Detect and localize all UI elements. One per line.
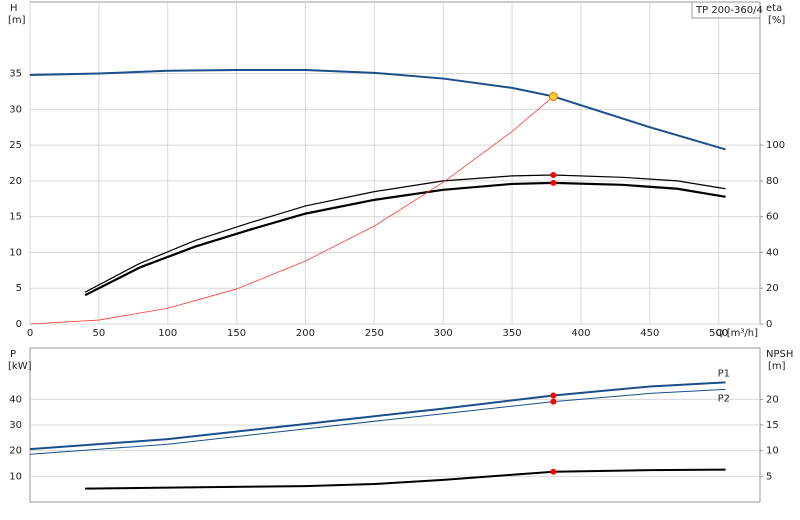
curve bbox=[29, 68, 726, 151]
x-tick-label: 300 bbox=[434, 328, 453, 339]
operating-point bbox=[550, 468, 557, 475]
y-axis-label: P bbox=[10, 349, 16, 360]
chart-title: TP 200-360/4 bbox=[695, 5, 763, 16]
y2-tick-label: 15 bbox=[766, 420, 779, 431]
curve bbox=[29, 381, 726, 451]
curve bbox=[84, 174, 726, 293]
y-tick-label: 10 bbox=[9, 247, 22, 258]
series-label: P2 bbox=[718, 393, 730, 404]
operating-point bbox=[550, 398, 557, 405]
x-tick-label: 100 bbox=[158, 328, 177, 339]
y-axis-unit: [kW] bbox=[8, 361, 32, 372]
x-tick-label: 500 bbox=[709, 328, 728, 339]
x-tick-label: 200 bbox=[296, 328, 315, 339]
y2-tick-label: 20 bbox=[766, 283, 779, 294]
y-axis-label: H bbox=[10, 3, 18, 14]
x-tick-label: 150 bbox=[227, 328, 246, 339]
y2-tick-label: 0 bbox=[766, 319, 772, 330]
operating-point bbox=[550, 171, 557, 178]
operating-point bbox=[548, 91, 558, 101]
y2-tick-label: 10 bbox=[766, 446, 779, 457]
y2-tick-label: 100 bbox=[766, 140, 785, 151]
operating-point bbox=[550, 392, 557, 399]
y-tick-label: 25 bbox=[9, 140, 22, 151]
y2-axis-label: NPSH bbox=[766, 349, 793, 360]
operating-point bbox=[550, 179, 557, 186]
y2-tick-label: 60 bbox=[766, 212, 779, 223]
curve bbox=[84, 181, 726, 297]
y-tick-label: 15 bbox=[9, 212, 22, 223]
curve bbox=[29, 388, 726, 455]
plot-frame bbox=[29, 1, 761, 325]
x-tick-label: 0 bbox=[27, 328, 33, 339]
y-tick-label: 5 bbox=[16, 283, 22, 294]
x-tick-label: 250 bbox=[365, 328, 384, 339]
curve bbox=[85, 468, 726, 490]
series-label: P1 bbox=[718, 368, 730, 379]
y2-tick-label: 80 bbox=[766, 176, 779, 187]
y-tick-label: 35 bbox=[9, 69, 22, 80]
x-tick-label: 350 bbox=[503, 328, 522, 339]
y-tick-label: 0 bbox=[16, 319, 22, 330]
x-axis-label: Q [m³/h] bbox=[716, 328, 758, 339]
y-tick-label: 40 bbox=[9, 394, 22, 405]
x-tick-label: 50 bbox=[93, 328, 106, 339]
y2-axis-label: eta bbox=[766, 3, 782, 14]
y2-tick-label: 20 bbox=[766, 394, 779, 405]
y-tick-label: 10 bbox=[9, 471, 22, 482]
x-tick-label: 450 bbox=[640, 328, 659, 339]
y-tick-label: 30 bbox=[9, 104, 22, 115]
y2-axis-unit: [%] bbox=[768, 15, 785, 26]
curve bbox=[29, 96, 554, 325]
y2-tick-label: 5 bbox=[766, 471, 772, 482]
x-tick-label: 400 bbox=[571, 328, 590, 339]
y2-axis-unit: [m] bbox=[768, 361, 786, 372]
y2-tick-label: 40 bbox=[766, 247, 779, 258]
title-box bbox=[691, 1, 761, 19]
y-tick-label: 30 bbox=[9, 420, 22, 431]
y-tick-label: 20 bbox=[9, 446, 22, 457]
y-axis-unit: [m] bbox=[8, 15, 26, 26]
y-tick-label: 20 bbox=[9, 176, 22, 187]
